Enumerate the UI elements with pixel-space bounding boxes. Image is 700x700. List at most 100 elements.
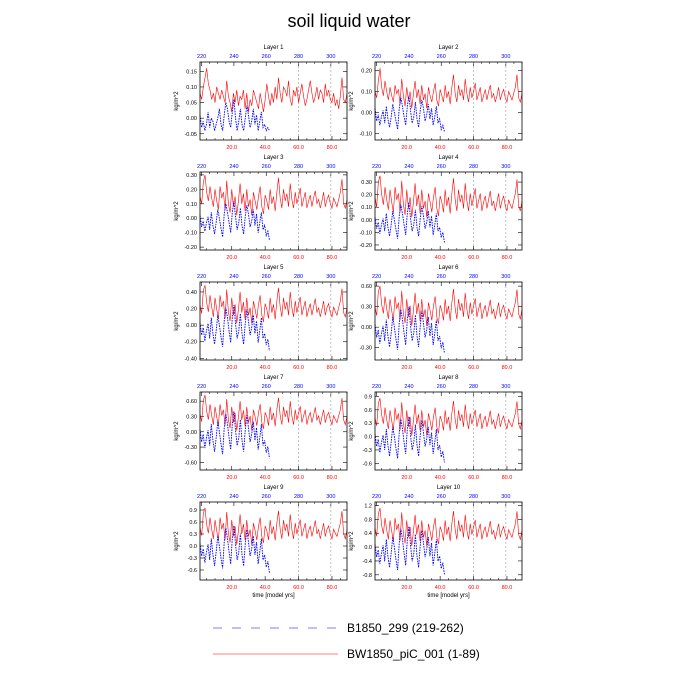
plot-frame [199, 61, 348, 141]
series-b1850-line [374, 416, 445, 463]
panel-title: Layer 8 [438, 375, 459, 381]
top-tick-label: 260 [437, 274, 446, 280]
panel-title: Layer 9 [263, 485, 284, 491]
x-axis-label: time [model yrs] [427, 593, 470, 599]
legend: B1850_299 (219-262) BW1850_piC_001 (1-89) [213, 621, 480, 661]
series-bw1850-line [374, 398, 523, 436]
bottom-tick-label: 80.0 [327, 475, 338, 481]
y-tick-label: 0.0 [364, 545, 372, 551]
series-b1850-line [374, 306, 445, 354]
panel-layer-5: Layer 5 220 240 260 280 300 20.0 40.0 60.0 80.0 -0… [174, 265, 348, 371]
y-tick-label: 0.30 [361, 305, 372, 311]
y-tick-label: -0.40 [184, 356, 197, 362]
y-tick-label: 0.20 [186, 187, 197, 193]
bottom-tick-label: 40.0 [260, 475, 271, 481]
bottom-tick-label: 60.0 [293, 145, 304, 151]
top-tick-label: 260 [262, 384, 271, 390]
top-tick-label: 300 [501, 384, 510, 390]
top-tick-label: 220 [197, 274, 206, 280]
y-axis-label: kg/m^2 [349, 91, 355, 111]
y-tick-label: 0.30 [361, 180, 372, 186]
y-tick-label: 0.20 [361, 193, 372, 199]
top-tick-label: 260 [437, 164, 446, 170]
top-tick-label: 240 [404, 54, 413, 60]
y-tick-label: -0.20 [184, 340, 197, 346]
top-tick-label: 300 [326, 54, 335, 60]
series-b1850-line [199, 411, 270, 459]
series-b1850-line [374, 95, 445, 132]
top-tick-label: 300 [326, 494, 335, 500]
top-tick-label: 280 [294, 164, 303, 170]
panel-title: Layer 3 [263, 155, 284, 161]
bottom-tick-label: 40.0 [435, 145, 446, 151]
y-tick-label: 0.60 [186, 399, 197, 405]
bottom-tick-label: 60.0 [468, 365, 479, 371]
y-tick-label: 1.2 [364, 503, 372, 509]
bottom-tick-label: 20.0 [226, 255, 237, 261]
top-tick-label: 260 [262, 494, 271, 500]
bottom-tick-label: 80.0 [502, 365, 513, 371]
top-tick-label: 260 [437, 384, 446, 390]
top-tick-label: 280 [294, 494, 303, 500]
panel-layer-2: Layer 2 220 240 260 280 300 20.0 40.0 60.0 80.0 -0… [349, 45, 523, 151]
plot-frame [374, 61, 523, 141]
panel-layer-10: Layer 10 220 240 260 280 300 20.0 40.0 60.0 80.0 -… [349, 485, 523, 599]
y-tick-label: 0.0 [364, 435, 372, 441]
series-bw1850-line [374, 286, 523, 326]
y-tick-label: 0.60 [361, 284, 372, 290]
panel-title: Layer 10 [437, 485, 461, 491]
legend-label-1: B1850_299 (219-262) [347, 621, 464, 635]
panels: Layer 1 220 240 260 280 300 20.0 40.0 60.0 80.0 -0… [174, 45, 523, 599]
bottom-tick-label: 60.0 [293, 475, 304, 481]
y-tick-label: 0.3 [364, 421, 372, 427]
bottom-tick-label: 80.0 [502, 255, 513, 261]
y-axis-label: kg/m^2 [349, 201, 355, 221]
y-tick-label: -0.10 [359, 230, 372, 236]
series-bw1850-line [374, 508, 523, 547]
y-tick-label: 0.0 [189, 544, 197, 550]
y-tick-label: -0.3 [188, 556, 197, 562]
plot-frame [374, 391, 523, 471]
top-tick-label: 280 [294, 274, 303, 280]
series-b1850-line [374, 526, 445, 575]
bottom-tick-label: 60.0 [468, 145, 479, 151]
y-axis-label: kg/m^2 [349, 531, 355, 551]
bottom-tick-label: 40.0 [435, 255, 446, 261]
plot-frame [374, 501, 523, 581]
bottom-tick-label: 40.0 [260, 145, 271, 151]
bottom-tick-label: 80.0 [327, 145, 338, 151]
y-axis-label: kg/m^2 [349, 311, 355, 331]
bottom-tick-label: 20.0 [226, 145, 237, 151]
bottom-tick-label: 40.0 [260, 365, 271, 371]
y-tick-label: 0.9 [364, 394, 372, 400]
y-tick-label: -0.05 [184, 132, 197, 138]
bottom-tick-label: 20.0 [226, 585, 237, 591]
top-tick-label: 240 [229, 274, 238, 280]
legend-label-2: BW1850_piC_001 (1-89) [347, 647, 480, 661]
bottom-tick-label: 80.0 [327, 255, 338, 261]
y-tick-label: -0.30 [184, 445, 197, 451]
top-tick-label: 300 [501, 494, 510, 500]
y-tick-label: 0.3 [189, 532, 197, 538]
y-tick-label: -0.30 [359, 346, 372, 352]
y-tick-label: -0.10 [359, 132, 372, 138]
plot-frame [199, 501, 348, 581]
top-tick-label: 300 [326, 274, 335, 280]
panel-layer-7: Layer 7 220 240 260 280 300 20.0 40.0 60.0 80.0 -0… [174, 375, 348, 481]
top-tick-label: 220 [372, 54, 381, 60]
series-bw1850-line [374, 68, 523, 109]
bottom-tick-label: 80.0 [327, 585, 338, 591]
y-tick-label: -0.20 [359, 243, 372, 249]
top-tick-label: 240 [404, 274, 413, 280]
y-tick-label: -0.4 [363, 559, 372, 565]
panel-layer-6: Layer 6 220 240 260 280 300 20.0 40.0 60.0 80.0 -0… [349, 265, 523, 371]
top-tick-label: 260 [262, 54, 271, 60]
y-axis-label: kg/m^2 [174, 311, 180, 331]
y-tick-label: -0.60 [184, 460, 197, 466]
y-tick-label: -0.3 [363, 448, 372, 454]
bottom-tick-label: 40.0 [260, 585, 271, 591]
top-tick-label: 280 [294, 54, 303, 60]
top-tick-label: 280 [469, 164, 478, 170]
panel-title: Layer 7 [263, 375, 284, 381]
series-bw1850-line [199, 174, 348, 216]
